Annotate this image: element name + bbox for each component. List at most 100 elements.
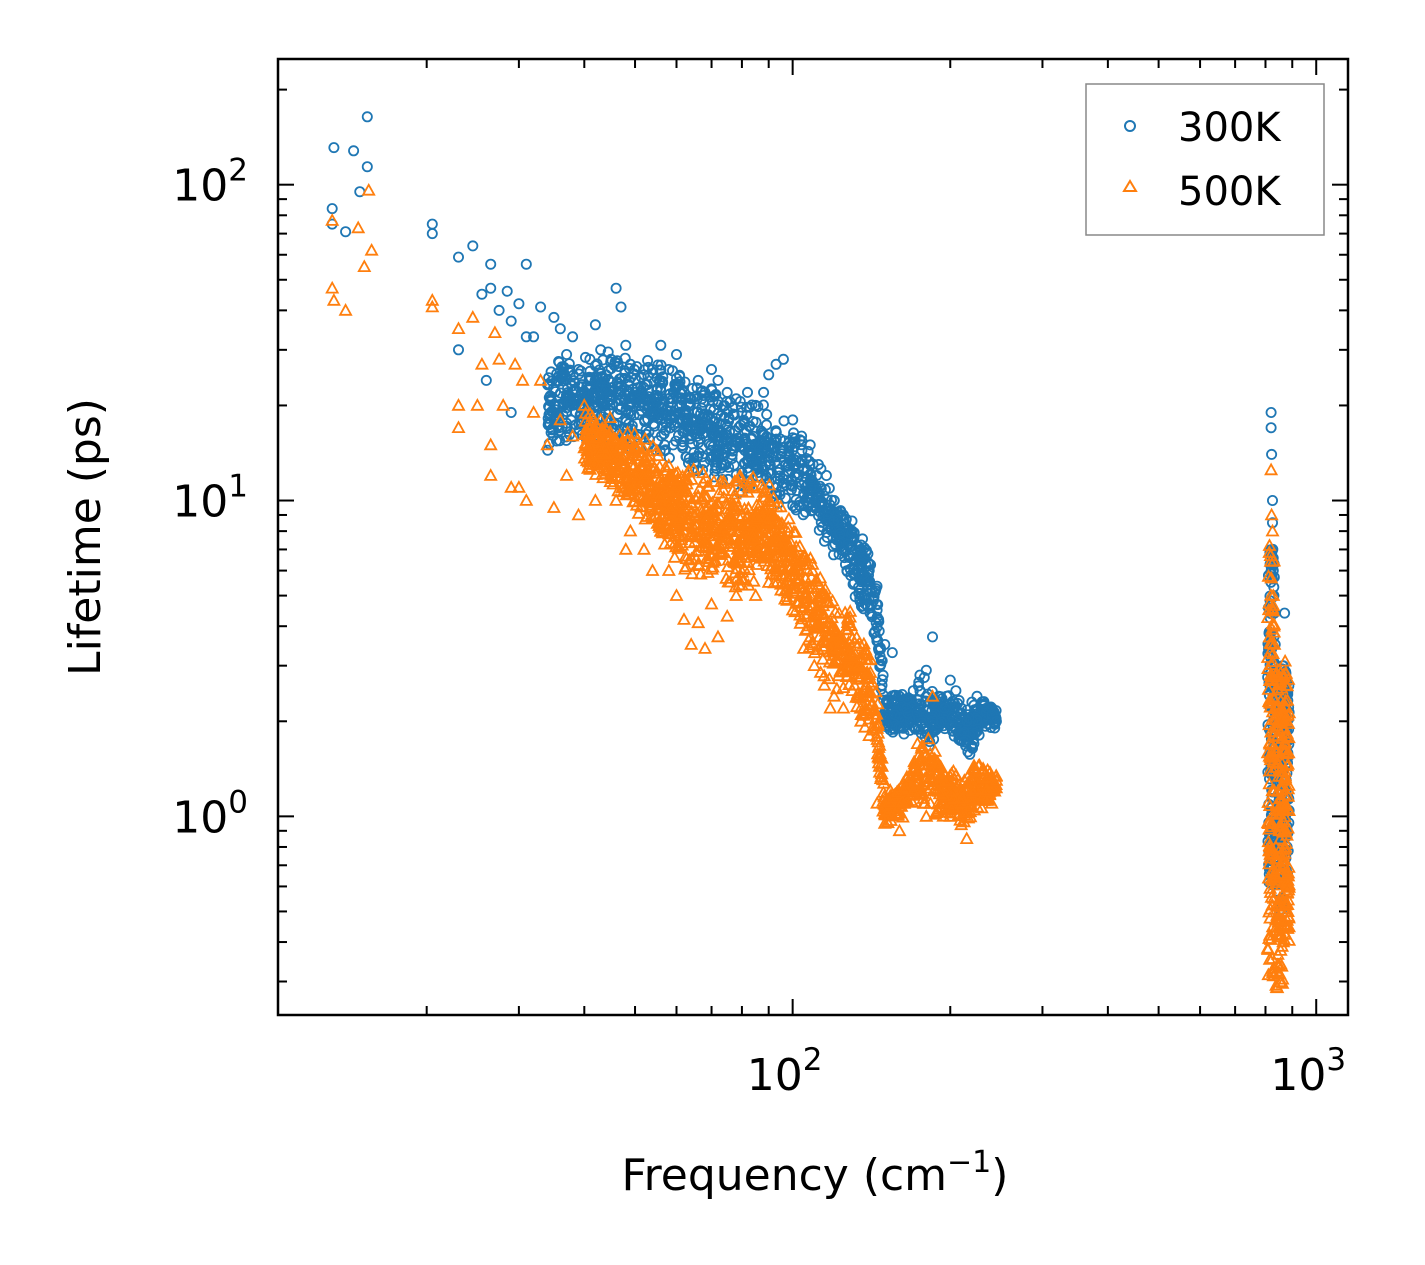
data-point [714, 536, 729, 550]
data-point [1279, 836, 1294, 849]
data-point [835, 647, 850, 660]
data-point [921, 731, 936, 745]
data-point [595, 344, 607, 356]
data-point [564, 377, 576, 389]
data-point [361, 182, 376, 196]
data-point [695, 539, 710, 552]
legend-marker-500k [1122, 179, 1138, 192]
data-point [1260, 610, 1275, 623]
data-point [693, 447, 705, 459]
data-point [645, 438, 661, 452]
data-point [829, 681, 844, 695]
data-point [613, 378, 625, 390]
data-point [801, 618, 816, 632]
data-point [807, 645, 822, 659]
data-point [665, 472, 680, 486]
data-point [726, 452, 738, 464]
data-point [1279, 713, 1294, 727]
data-point [814, 586, 830, 599]
data-point [723, 413, 735, 425]
data-point [675, 469, 690, 482]
data-point [782, 460, 794, 472]
data-point [869, 626, 881, 638]
data-point [774, 486, 786, 498]
data-point [957, 807, 972, 821]
data-point [638, 369, 650, 381]
data-point [710, 629, 726, 643]
data-point [703, 438, 715, 450]
data-point [840, 659, 855, 672]
data-point [1262, 952, 1277, 965]
data-point [1272, 895, 1287, 908]
data-point [721, 386, 733, 398]
data-point [782, 572, 797, 586]
data-point [868, 684, 884, 698]
data-point [706, 474, 722, 487]
data-point [1277, 859, 1292, 872]
data-point [780, 593, 795, 606]
data-point [326, 203, 338, 215]
data-point [748, 588, 763, 601]
data-point [747, 547, 762, 561]
data-point [860, 685, 875, 699]
data-point [655, 382, 667, 394]
data-point [789, 437, 801, 449]
data-point [895, 794, 910, 808]
data-point [681, 511, 696, 524]
data-point [658, 519, 673, 532]
data-point [713, 449, 725, 461]
data-point [971, 690, 983, 702]
data-point [1273, 956, 1288, 969]
data-point [902, 707, 914, 719]
data-point [548, 311, 560, 323]
data-point [812, 629, 827, 643]
data-point [746, 531, 761, 545]
data-point [1265, 600, 1280, 614]
data-point [501, 285, 513, 297]
data-point [492, 351, 507, 365]
data-point [736, 441, 748, 453]
data-point [1279, 798, 1294, 812]
data-point [598, 447, 614, 460]
data-point [923, 746, 938, 760]
data-point [834, 522, 846, 534]
data-point [827, 688, 842, 702]
data-point [946, 763, 961, 777]
data-point [775, 555, 790, 569]
data-point [668, 419, 680, 431]
data-point [768, 567, 783, 580]
data-point [1267, 637, 1282, 650]
data-point [699, 457, 711, 469]
y-tick-label: 100 [172, 784, 248, 843]
data-point [650, 448, 666, 462]
data-point [589, 319, 601, 331]
data-point [657, 375, 669, 387]
data-point [571, 507, 586, 521]
data-point [855, 588, 867, 600]
data-point [769, 532, 784, 546]
data-point [1274, 904, 1289, 917]
data-point [636, 458, 651, 471]
data-point [533, 373, 548, 386]
data-point [854, 555, 866, 567]
data-point [493, 304, 505, 316]
data-point [709, 496, 725, 509]
data-point [783, 535, 798, 549]
data-point [325, 280, 340, 294]
data-point [653, 523, 668, 537]
data-point [865, 696, 880, 710]
data-point [655, 508, 670, 522]
data-point [887, 723, 899, 735]
data-point [1278, 653, 1293, 667]
data-point [962, 746, 974, 758]
data-point [868, 710, 883, 724]
data-point [845, 683, 860, 696]
data-point [826, 655, 841, 669]
data-point [749, 557, 764, 570]
data-point [759, 550, 774, 563]
data-point [802, 445, 814, 457]
data-point [949, 701, 961, 713]
data-point [326, 293, 341, 306]
data-point [604, 468, 619, 481]
data-point [793, 552, 808, 566]
